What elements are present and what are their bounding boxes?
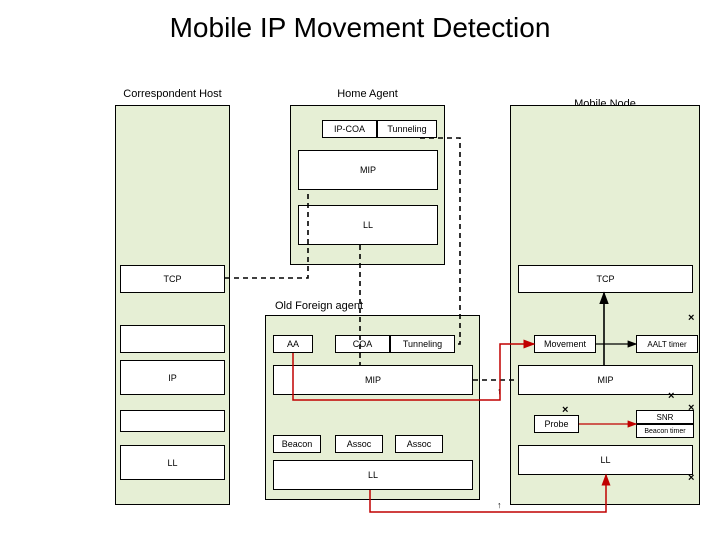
box-ha-ll: LL: [298, 205, 438, 245]
label-old-foreign-agent: Old Foreign agent: [275, 300, 445, 312]
box-ch-tcp: TCP: [120, 265, 225, 293]
box-mn-probe: Probe: [534, 415, 579, 433]
x-mark-1: ×: [688, 312, 694, 324]
box-ch-blank1: [120, 325, 225, 353]
box-mn-beacon-timer: Beacon timer: [636, 424, 694, 438]
box-ofa-assoc1: Assoc: [335, 435, 383, 453]
box-ha-mip: MIP: [298, 150, 438, 190]
box-ofa-aa: AA: [273, 335, 313, 353]
box-mn-aalt-timer: AALT timer: [636, 335, 698, 353]
box-mn-snr: SNR: [636, 410, 694, 424]
box-ha-tunneling: Tunneling: [377, 120, 437, 138]
x-mark-5: ×: [688, 472, 694, 484]
box-ofa-ll: LL: [273, 460, 473, 490]
box-ofa-tunneling: Tunneling: [390, 335, 455, 353]
box-ha-ipcoa: IP-COA: [322, 120, 377, 138]
up-arrow-small-2: ↑: [497, 500, 502, 510]
box-mn-ll: LL: [518, 445, 693, 475]
box-ch-ll: LL: [120, 445, 225, 480]
box-ch-ip: IP: [120, 360, 225, 395]
box-mn-mip: MIP: [518, 365, 693, 395]
box-ofa-coa: COA: [335, 335, 390, 353]
up-arrow-small-1: ↑: [497, 386, 502, 396]
label-correspondent-host: Correspondent Host: [115, 88, 230, 100]
x-mark-2: ×: [668, 390, 674, 402]
box-mn-movement: Movement: [534, 335, 596, 353]
page-title: Mobile IP Movement Detection: [0, 12, 720, 44]
box-ch-blank2: [120, 410, 225, 432]
box-ofa-assoc2: Assoc: [395, 435, 443, 453]
x-mark-3: ×: [562, 404, 568, 416]
box-ofa-mip: MIP: [273, 365, 473, 395]
label-home-agent: Home Agent: [290, 88, 445, 100]
box-ofa-beacon: Beacon: [273, 435, 321, 453]
x-mark-4: ×: [688, 402, 694, 414]
box-mn-tcp: TCP: [518, 265, 693, 293]
